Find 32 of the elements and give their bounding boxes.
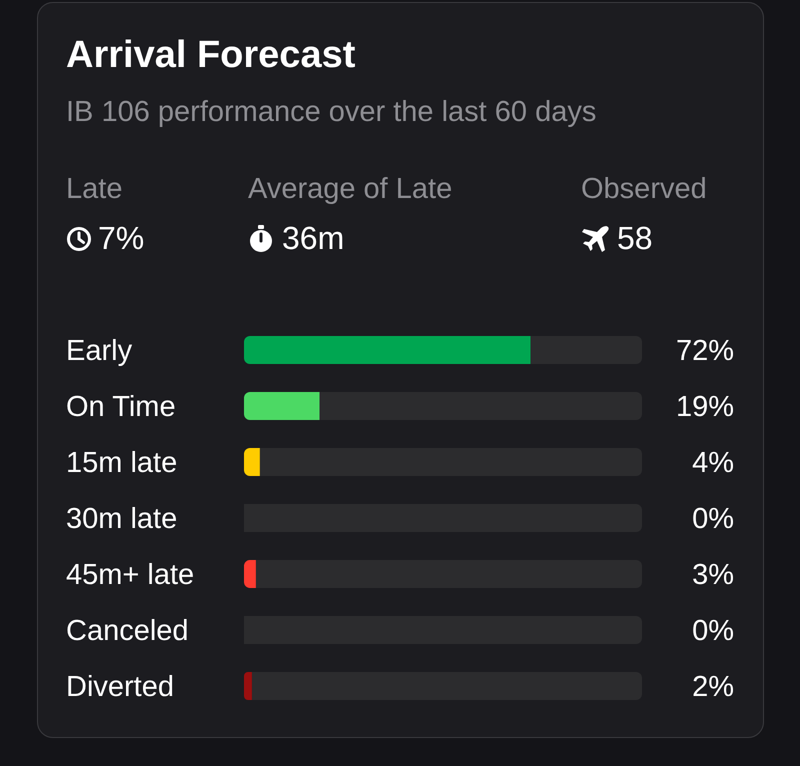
data-label: 4%	[692, 447, 734, 479]
data-label: 3%	[692, 559, 734, 591]
bar	[244, 336, 531, 364]
bar	[320, 392, 642, 420]
bar	[244, 392, 320, 420]
data-label: 2%	[692, 671, 734, 703]
bar	[256, 560, 642, 588]
text: 58	[617, 220, 653, 257]
y-tick-label: 45m+ late	[66, 559, 194, 591]
text: Observed	[581, 173, 707, 206]
bar	[244, 560, 256, 588]
data-label: 0%	[692, 503, 734, 535]
y-tick-label: Canceled	[66, 615, 189, 647]
data-label: 19%	[676, 391, 734, 423]
data-label: 72%	[676, 335, 734, 367]
bar	[244, 672, 252, 700]
y-tick-label: 30m late	[66, 503, 178, 535]
bar	[530, 336, 642, 364]
y-tick-label: Early	[66, 335, 133, 367]
text: 36m	[282, 220, 344, 257]
text: Late	[66, 173, 124, 206]
chart-subtitle: IB 106 performance over the last 60 days	[66, 96, 596, 129]
y-tick-label: Diverted	[66, 671, 174, 703]
y-tick-label: On Time	[66, 391, 176, 423]
data-label: 0%	[692, 615, 734, 647]
bar	[260, 448, 642, 476]
y-tick-label: 15m late	[66, 447, 178, 479]
bar	[252, 672, 642, 700]
chart-title: Arrival Forecast	[66, 34, 356, 77]
text: Average of Late	[248, 173, 452, 206]
text: 7%	[98, 220, 144, 257]
bar	[244, 448, 260, 476]
